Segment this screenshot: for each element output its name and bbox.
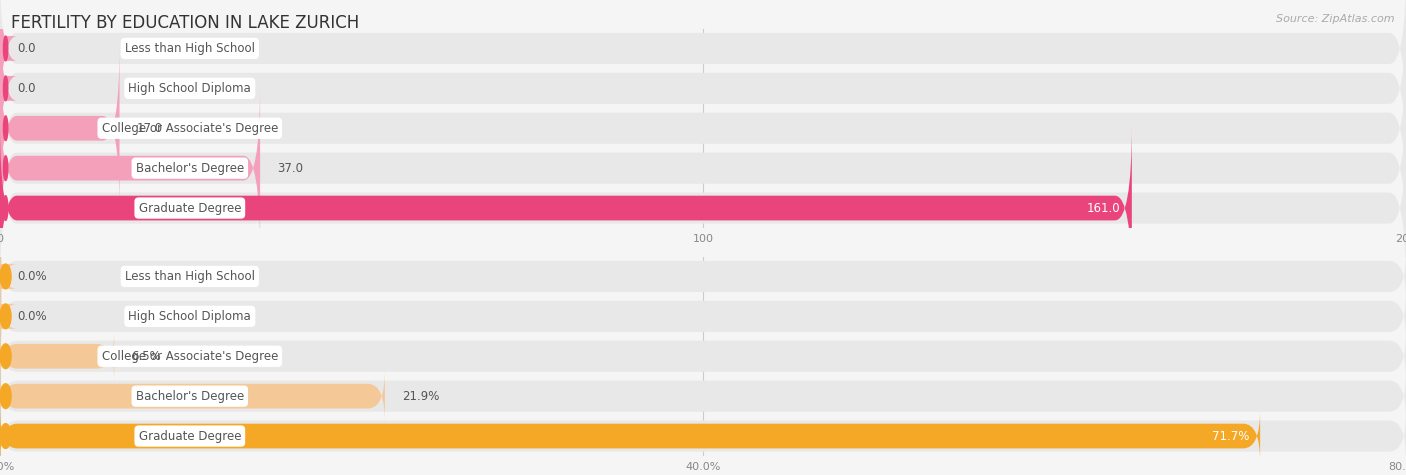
Circle shape — [3, 196, 8, 220]
Circle shape — [0, 384, 11, 408]
Text: Bachelor's Degree: Bachelor's Degree — [136, 162, 243, 175]
FancyBboxPatch shape — [0, 413, 1406, 459]
FancyBboxPatch shape — [0, 290, 17, 342]
Text: Source: ZipAtlas.com: Source: ZipAtlas.com — [1277, 14, 1395, 24]
FancyBboxPatch shape — [0, 373, 1406, 419]
Text: FERTILITY BY EDUCATION IN LAKE ZURICH: FERTILITY BY EDUCATION IN LAKE ZURICH — [11, 14, 360, 32]
FancyBboxPatch shape — [0, 370, 385, 422]
Text: 161.0: 161.0 — [1087, 201, 1121, 215]
FancyBboxPatch shape — [0, 85, 260, 252]
FancyBboxPatch shape — [0, 410, 1260, 462]
FancyBboxPatch shape — [0, 128, 1406, 288]
Text: Graduate Degree: Graduate Degree — [139, 429, 240, 443]
FancyBboxPatch shape — [0, 330, 114, 382]
Text: Less than High School: Less than High School — [125, 270, 254, 283]
FancyBboxPatch shape — [0, 45, 120, 212]
Text: College or Associate's Degree: College or Associate's Degree — [101, 350, 278, 363]
Text: Less than High School: Less than High School — [125, 42, 254, 55]
FancyBboxPatch shape — [0, 0, 1406, 129]
Text: College or Associate's Degree: College or Associate's Degree — [101, 122, 278, 135]
Text: High School Diploma: High School Diploma — [128, 310, 252, 323]
Circle shape — [3, 116, 8, 141]
FancyBboxPatch shape — [0, 48, 1406, 209]
FancyBboxPatch shape — [0, 254, 1406, 299]
Circle shape — [0, 264, 11, 289]
Circle shape — [0, 304, 11, 329]
Text: 71.7%: 71.7% — [1212, 429, 1249, 443]
Circle shape — [0, 424, 11, 448]
Text: 17.0: 17.0 — [136, 122, 163, 135]
Text: 0.0%: 0.0% — [17, 310, 46, 323]
Text: 6.5%: 6.5% — [131, 350, 160, 363]
Text: 0.0: 0.0 — [17, 42, 35, 55]
Circle shape — [3, 36, 8, 61]
Text: Bachelor's Degree: Bachelor's Degree — [136, 390, 243, 403]
FancyBboxPatch shape — [0, 5, 17, 172]
FancyBboxPatch shape — [0, 294, 1406, 339]
Circle shape — [0, 344, 11, 369]
FancyBboxPatch shape — [0, 8, 1406, 169]
Text: 0.0%: 0.0% — [17, 270, 46, 283]
Text: High School Diploma: High School Diploma — [128, 82, 252, 95]
Text: 0.0: 0.0 — [17, 82, 35, 95]
Text: 37.0: 37.0 — [277, 162, 302, 175]
Circle shape — [3, 156, 8, 180]
Text: 21.9%: 21.9% — [402, 390, 439, 403]
FancyBboxPatch shape — [0, 250, 17, 303]
Text: Graduate Degree: Graduate Degree — [139, 201, 240, 215]
FancyBboxPatch shape — [0, 88, 1406, 248]
FancyBboxPatch shape — [0, 124, 1132, 292]
FancyBboxPatch shape — [0, 333, 1406, 379]
FancyBboxPatch shape — [0, 0, 17, 132]
Circle shape — [3, 76, 8, 101]
